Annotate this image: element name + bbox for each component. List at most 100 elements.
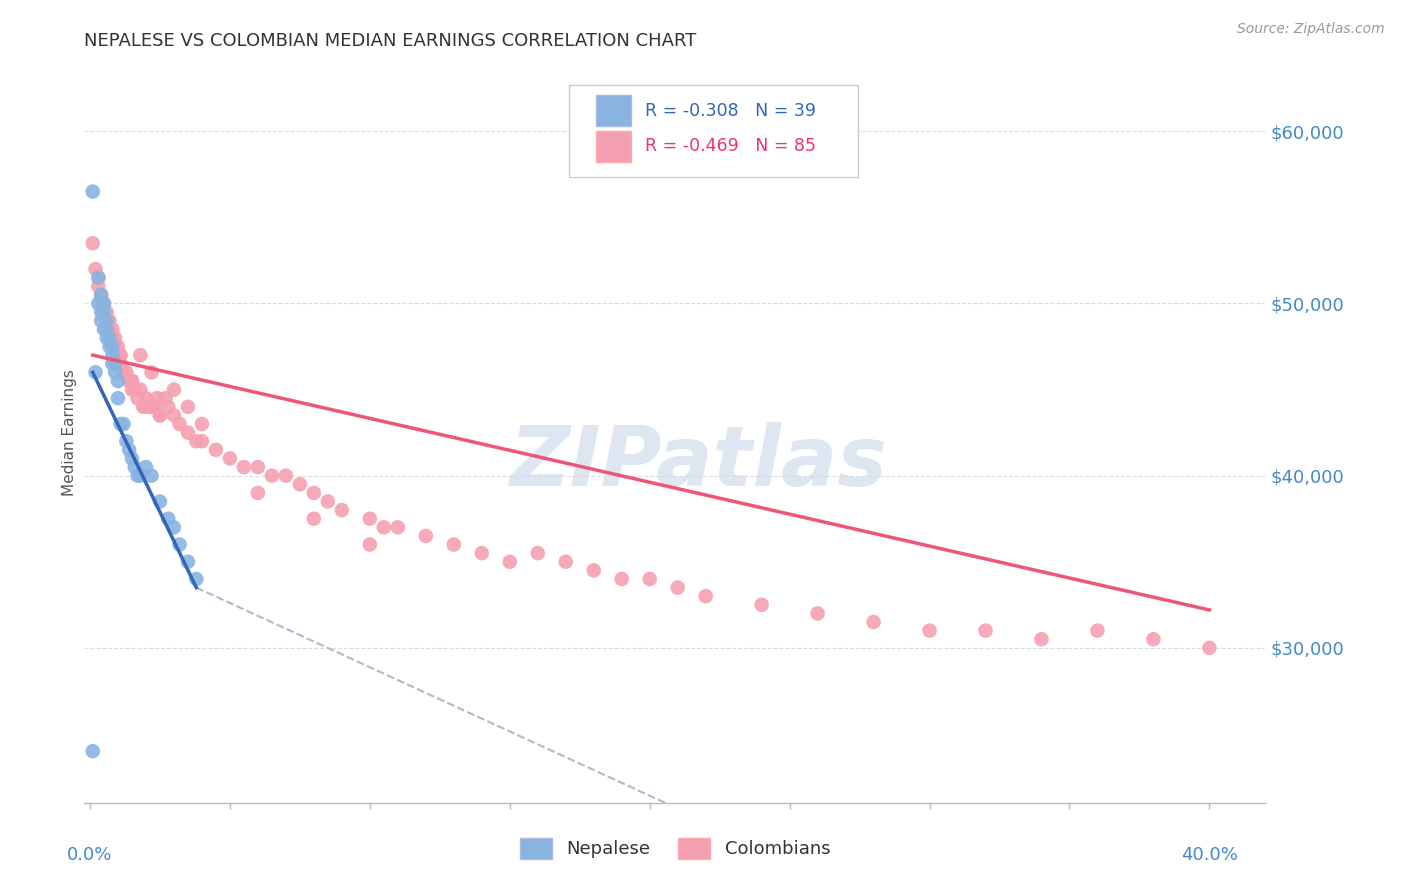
Point [288, 477, 311, 491]
Point [101, 348, 124, 362]
Point [107, 357, 129, 371]
Point [751, 598, 773, 612]
Point [974, 624, 997, 638]
Point [582, 142, 605, 156]
Point [84, 262, 107, 277]
Point [918, 624, 941, 638]
Point [149, 409, 172, 423]
Point [129, 383, 152, 397]
Point [582, 563, 605, 577]
Point [90, 288, 112, 302]
Point [219, 451, 242, 466]
Point [124, 460, 146, 475]
Point [87, 270, 110, 285]
Point [163, 383, 186, 397]
Point [98, 331, 121, 345]
Point [127, 391, 149, 405]
Point [93, 305, 115, 319]
Point [149, 409, 172, 423]
Point [129, 468, 152, 483]
Point [143, 400, 166, 414]
Point [177, 555, 200, 569]
Point [232, 460, 254, 475]
Point [115, 365, 138, 379]
Point [135, 460, 157, 475]
Text: R = -0.308   N = 39: R = -0.308 N = 39 [645, 102, 817, 120]
Point [87, 270, 110, 285]
Point [246, 460, 269, 475]
Point [96, 322, 118, 336]
Point [157, 400, 180, 414]
Point [191, 434, 214, 449]
Point [155, 391, 177, 405]
Point [302, 512, 325, 526]
Point [110, 348, 132, 362]
Point [132, 400, 155, 414]
Point [177, 425, 200, 440]
Point [191, 417, 214, 431]
Point [157, 512, 180, 526]
Point [98, 339, 121, 353]
Point [330, 503, 353, 517]
FancyBboxPatch shape [568, 85, 858, 178]
Point [82, 744, 104, 758]
Point [359, 537, 381, 551]
Text: ZIPatlas: ZIPatlas [509, 422, 887, 503]
Point [246, 486, 269, 500]
Point [115, 434, 138, 449]
Point [96, 305, 118, 319]
Point [82, 236, 104, 251]
Point [149, 494, 172, 508]
Point [110, 357, 132, 371]
Point [1198, 640, 1220, 655]
Point [90, 314, 112, 328]
Point [104, 339, 127, 353]
Point [471, 546, 494, 560]
Point [129, 348, 152, 362]
Point [205, 442, 228, 457]
Point [121, 374, 143, 388]
Point [638, 572, 661, 586]
Point [526, 546, 548, 560]
Point [101, 331, 124, 345]
Point [163, 520, 186, 534]
Point [302, 486, 325, 500]
Point [127, 468, 149, 483]
Point [554, 555, 576, 569]
Point [101, 357, 124, 371]
Point [260, 468, 283, 483]
Point [1031, 632, 1053, 647]
Text: R = -0.469   N = 85: R = -0.469 N = 85 [645, 137, 817, 155]
Point [84, 365, 107, 379]
Point [807, 607, 830, 621]
Point [373, 520, 395, 534]
Point [387, 520, 409, 534]
Point [87, 279, 110, 293]
Point [141, 468, 163, 483]
Point [146, 391, 169, 405]
Point [118, 374, 141, 388]
Point [90, 305, 112, 319]
Point [121, 374, 143, 388]
Point [141, 400, 163, 414]
Point [274, 468, 297, 483]
Point [101, 339, 124, 353]
Point [163, 409, 186, 423]
Point [112, 365, 135, 379]
Point [666, 581, 689, 595]
Point [98, 322, 121, 336]
Point [82, 185, 104, 199]
Point [93, 296, 115, 310]
Point [104, 365, 127, 379]
Point [135, 391, 157, 405]
Point [121, 383, 143, 397]
Point [121, 451, 143, 466]
Point [1142, 632, 1164, 647]
Point [96, 314, 118, 328]
Point [107, 391, 129, 405]
Legend: Nepalese, Colombians: Nepalese, Colombians [512, 830, 838, 866]
Text: Source: ZipAtlas.com: Source: ZipAtlas.com [1237, 22, 1385, 37]
Point [186, 434, 208, 449]
Point [169, 417, 191, 431]
Bar [596, 130, 631, 161]
